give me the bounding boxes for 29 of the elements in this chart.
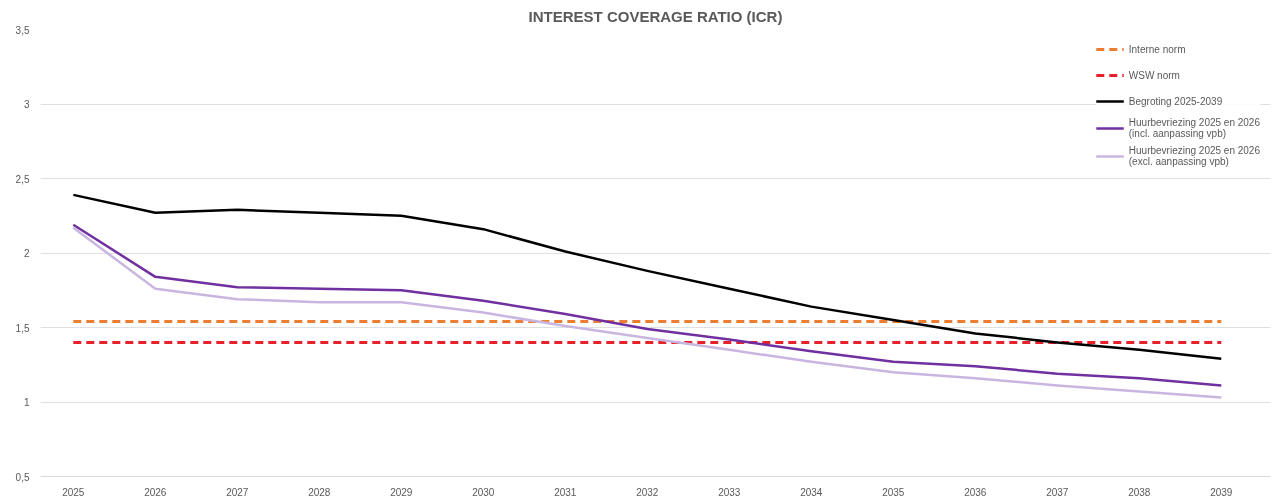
x-tick-label: 2036: [964, 486, 987, 498]
legend-label: Huurbevriezing 2025 en 2026 (incl. aanpassing vpb): [1128, 117, 1260, 139]
x-tick-label: 2026: [144, 486, 167, 498]
x-tick-label: 2038: [1128, 486, 1151, 498]
x-tick-label: 2025: [62, 486, 85, 498]
line-series: [72, 193, 1223, 361]
x-tick-label: 2035: [882, 486, 905, 498]
y-tick-label: 1: [23, 397, 30, 408]
y-tick-label: 3: [23, 99, 30, 110]
x-tick-label: 2030: [472, 486, 495, 498]
y-tick-label: 2,5: [15, 173, 30, 185]
y-tick-label: 0,5: [15, 471, 30, 483]
legend-label: Begroting 2025-2039: [1128, 95, 1223, 107]
x-tick-label: 2032: [636, 486, 659, 498]
y-tick-label: 3,5: [15, 24, 30, 36]
legend-label: WSW norm: [1128, 69, 1180, 81]
x-tick-label: 2031: [554, 486, 577, 498]
x-tick-label: 2028: [308, 486, 331, 498]
x-tick-label: 2039: [1210, 486, 1233, 498]
legend-label: Huurbevriezing 2025 en 2026 (excl. aanpassing vpb): [1128, 145, 1260, 167]
chart-title: INTEREST COVERAGE RATIO (ICR): [528, 7, 783, 25]
x-tick-label: 2037: [1046, 486, 1069, 498]
x-tick-label: 2034: [800, 486, 823, 498]
y-tick-label: 2: [23, 248, 30, 259]
x-tick-label: 2029: [390, 486, 413, 498]
x-tick-label: 2033: [718, 486, 741, 498]
x-tick-label: 2027: [226, 486, 249, 498]
y-tick-label: 1,5: [15, 322, 30, 334]
legend-label: Interne norm: [1128, 43, 1186, 55]
